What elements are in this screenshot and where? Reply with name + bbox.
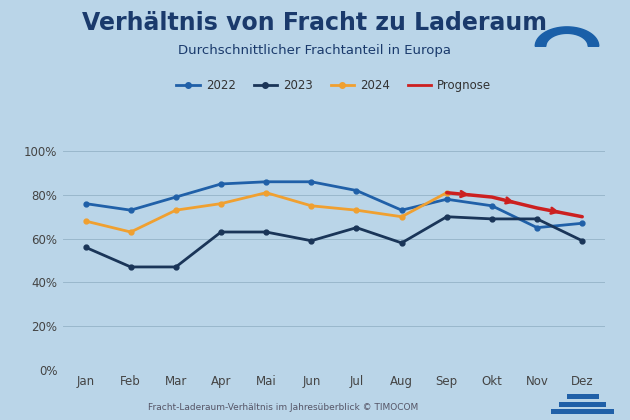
2022 [488, 203, 496, 208]
2024 [172, 207, 180, 213]
2023 [217, 229, 225, 234]
Line: 2024: 2024 [83, 190, 449, 234]
Bar [567, 394, 598, 399]
Line: 2023: 2023 [83, 214, 585, 269]
Bar [551, 409, 614, 414]
2024 [82, 218, 89, 223]
2023 [578, 238, 586, 243]
2024 [398, 214, 406, 219]
Line: Prognose: Prognose [447, 193, 582, 217]
2022 [82, 201, 89, 206]
Prognose [488, 194, 496, 200]
2024 [217, 201, 225, 206]
Legend: 2022, 2023, 2024, Prognose: 2022, 2023, 2024, Prognose [172, 74, 496, 97]
2023 [127, 265, 134, 270]
2023 [82, 245, 89, 250]
Text: Durchschnittlicher Frachtanteil in Europa: Durchschnittlicher Frachtanteil in Europ… [178, 44, 452, 57]
2022 [127, 207, 134, 213]
2024 [262, 190, 270, 195]
Line: 2022: 2022 [83, 179, 585, 230]
Text: Fracht-Laderaum-Verhältnis im Jahresüberblick © TIMOCOM: Fracht-Laderaum-Verhältnis im Jahresüber… [149, 404, 418, 412]
2023 [398, 240, 406, 245]
Text: Verhältnis von Fracht zu Laderaum: Verhältnis von Fracht zu Laderaum [83, 10, 547, 34]
2024 [307, 203, 315, 208]
2022 [398, 207, 406, 213]
2022 [217, 181, 225, 186]
2022 [443, 197, 450, 202]
2024 [127, 229, 134, 234]
Polygon shape [536, 27, 598, 46]
2023 [172, 265, 180, 270]
Prognose [578, 214, 586, 219]
2023 [353, 225, 360, 230]
Bar [559, 402, 606, 407]
Prognose [443, 190, 450, 195]
2024 [443, 190, 450, 195]
Prognose [533, 205, 541, 210]
2023 [443, 214, 450, 219]
2023 [262, 229, 270, 234]
2022 [307, 179, 315, 184]
2023 [533, 216, 541, 221]
2023 [307, 238, 315, 243]
2022 [172, 194, 180, 200]
2024 [353, 207, 360, 213]
2022 [533, 225, 541, 230]
2022 [262, 179, 270, 184]
2022 [353, 188, 360, 193]
2022 [578, 221, 586, 226]
2023 [488, 216, 496, 221]
